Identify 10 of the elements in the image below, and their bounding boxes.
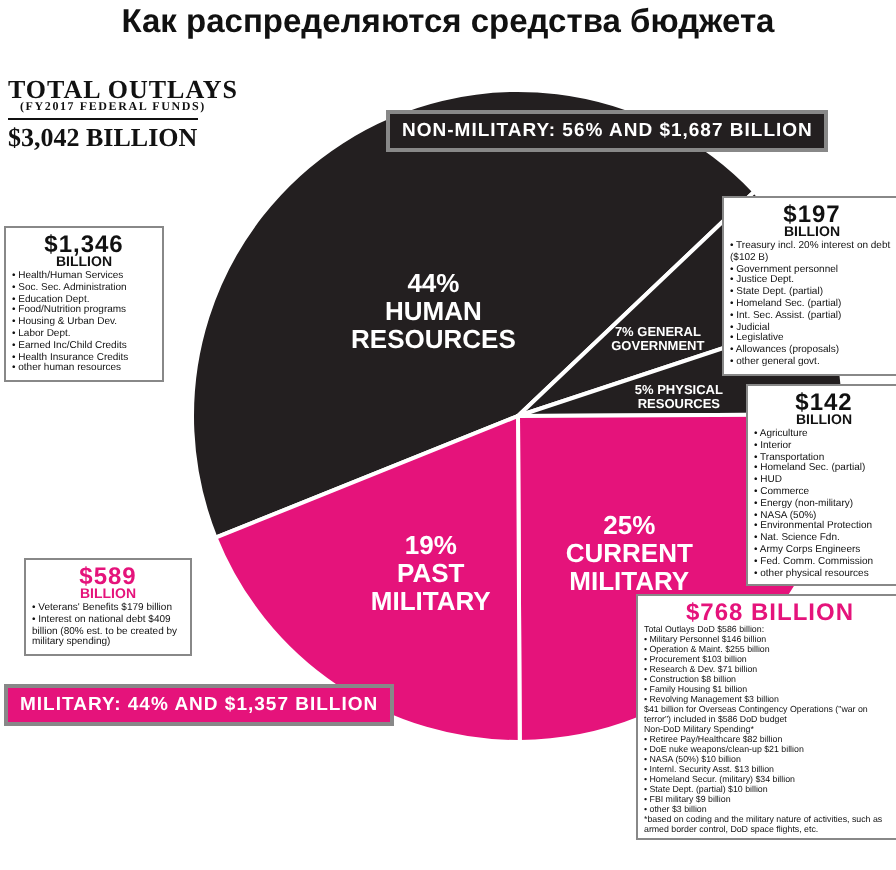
text: $3,042 BILLION xyxy=(8,118,198,154)
data-label: 19% xyxy=(404,529,458,560)
data-label: 44% xyxy=(407,268,461,299)
data-label: 25% xyxy=(603,510,657,541)
slice-label: HUMAN RESOURCES xyxy=(351,296,517,355)
slice-label: CURRENT MILITARY xyxy=(565,538,693,597)
chart-title: Как распределяются средства бюджета xyxy=(119,4,777,42)
text: MILITARY: 44% AND $1,357 BILLION xyxy=(4,684,395,726)
text: NON-MILITARY: 56% AND $1,687 BILLION xyxy=(386,110,829,152)
slice-label: PAST MILITARY xyxy=(370,557,492,616)
